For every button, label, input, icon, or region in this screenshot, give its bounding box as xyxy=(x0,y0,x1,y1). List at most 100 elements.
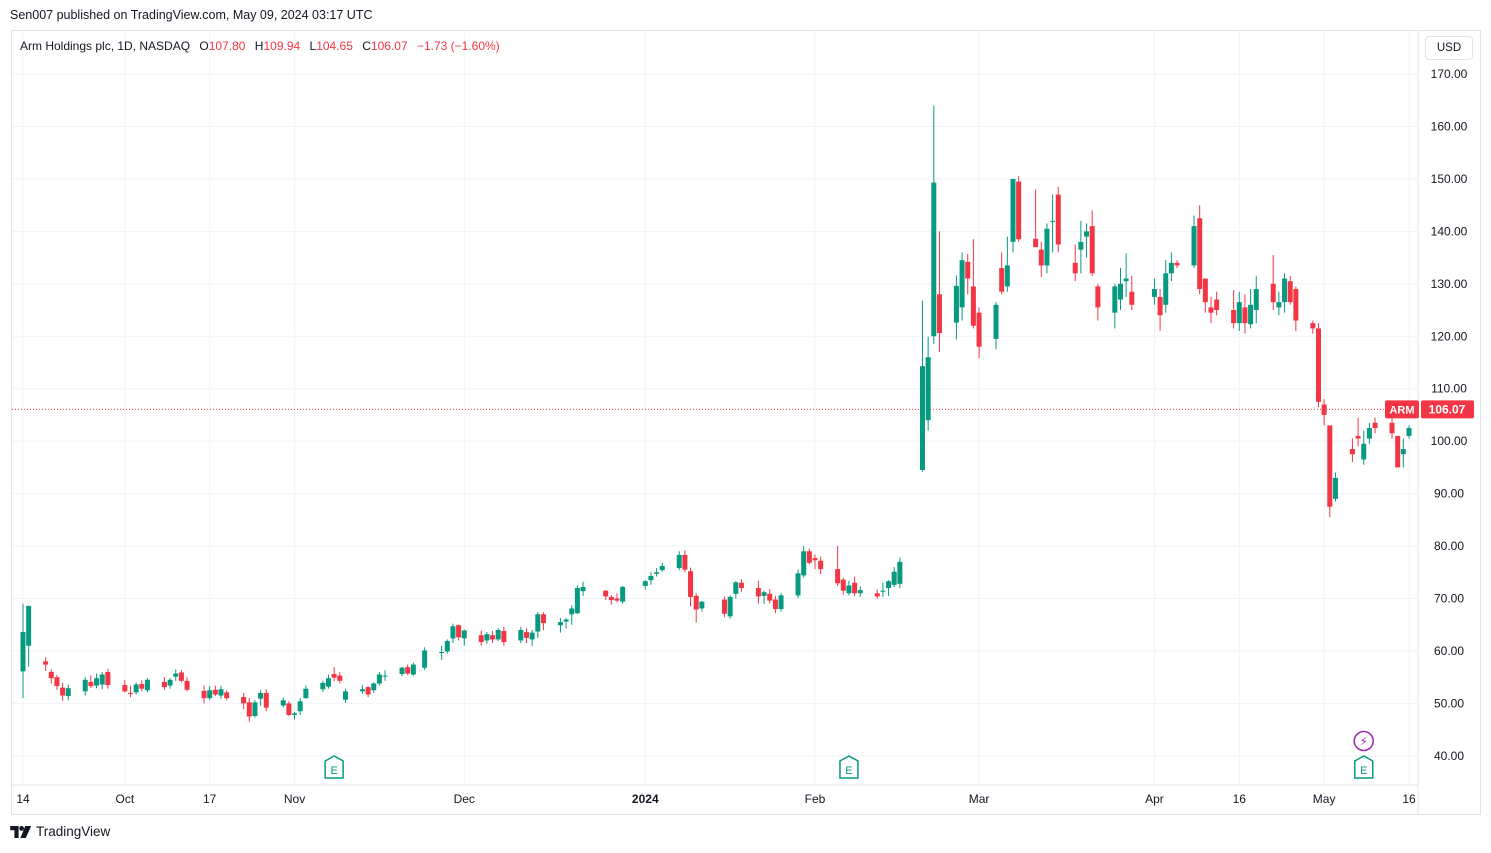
candle-body xyxy=(212,689,218,695)
candle xyxy=(337,671,343,684)
candle xyxy=(1016,176,1022,242)
candle-body xyxy=(1287,281,1293,303)
candle xyxy=(1078,220,1084,274)
y-tick-label: 50.00 xyxy=(1434,696,1464,710)
legend-symbol[interactable]: Arm Holdings plc, 1D, NASDAQ xyxy=(20,39,191,53)
candle-body xyxy=(20,632,26,672)
candle xyxy=(325,674,331,689)
candle xyxy=(523,628,529,644)
tradingview-logo[interactable]: TradingView xyxy=(10,824,110,839)
candle-body xyxy=(1276,302,1282,308)
candle-body xyxy=(325,678,331,687)
candle-body xyxy=(371,683,377,691)
candle-body xyxy=(252,702,258,716)
candle-body xyxy=(563,619,569,622)
candle xyxy=(241,692,247,710)
candle xyxy=(1163,260,1169,313)
x-tick-label: 14 xyxy=(16,792,30,806)
candle xyxy=(461,629,467,646)
candle-body xyxy=(280,700,286,706)
candle xyxy=(648,572,654,585)
candle-body xyxy=(806,551,812,563)
candle-body xyxy=(173,673,179,677)
candle-body xyxy=(1282,278,1288,303)
legend-change: −1.73 (−1.60%) xyxy=(416,39,500,53)
candle xyxy=(263,689,269,712)
candle-body xyxy=(1016,181,1022,240)
candle-body xyxy=(359,689,365,692)
grid xyxy=(11,31,1419,814)
candle-body xyxy=(1191,226,1197,266)
candle-body xyxy=(94,678,100,686)
candle-body xyxy=(1174,262,1180,266)
y-tick-label: 60.00 xyxy=(1434,644,1464,658)
candle-body xyxy=(60,687,66,696)
candle-body xyxy=(835,569,841,584)
candle-body xyxy=(959,260,965,308)
candle-body xyxy=(699,601,705,609)
candle xyxy=(94,673,100,689)
legend-low-value: 104.65 xyxy=(316,39,353,53)
candle-body xyxy=(999,268,1005,292)
legend-low-label: L xyxy=(309,39,317,53)
candle xyxy=(342,688,348,703)
y-tick-label: 110.00 xyxy=(1431,382,1467,396)
earnings-badge xyxy=(324,755,344,779)
candle xyxy=(207,686,213,701)
candle-body xyxy=(1163,273,1169,305)
candle-body xyxy=(263,692,269,708)
lightning-marker: ⚡ xyxy=(1353,730,1374,752)
candle xyxy=(167,678,173,689)
x-tick-label: 17 xyxy=(203,792,217,806)
candle xyxy=(1050,194,1056,253)
candle xyxy=(1287,275,1293,305)
candle-body xyxy=(501,631,507,643)
candle-body xyxy=(1089,226,1095,274)
candle-body xyxy=(1293,289,1299,321)
earnings-marker: E xyxy=(1353,755,1374,779)
candle xyxy=(818,556,824,575)
candle xyxy=(620,585,626,604)
x-tick-label: Apr xyxy=(1145,792,1164,806)
candle-body xyxy=(1010,178,1016,242)
candle-body xyxy=(535,614,541,632)
candle-body xyxy=(886,581,892,589)
candle xyxy=(1089,210,1095,276)
candle xyxy=(82,677,88,696)
candle-body xyxy=(461,630,467,639)
candle xyxy=(738,579,744,592)
legend-open-value: 107.80 xyxy=(208,39,246,53)
candle xyxy=(1168,252,1174,282)
candle xyxy=(1276,291,1282,316)
candle-body xyxy=(1236,302,1242,324)
candles xyxy=(20,105,1412,722)
candle-body xyxy=(642,581,648,586)
candle xyxy=(144,678,150,693)
candle-body xyxy=(818,560,824,570)
candle xyxy=(1072,244,1078,282)
candle xyxy=(224,690,230,701)
candle-body xyxy=(891,571,897,585)
candle xyxy=(1321,399,1327,426)
candle xyxy=(1044,223,1050,274)
candle xyxy=(286,701,292,716)
candle xyxy=(201,685,207,704)
candle-body xyxy=(1123,278,1129,282)
candle-body xyxy=(1349,449,1355,455)
candle-body xyxy=(1315,328,1321,402)
candle-body xyxy=(733,582,739,594)
legend-high-label: H xyxy=(254,39,264,53)
currency-button[interactable]: USD xyxy=(1425,36,1473,60)
candle xyxy=(1248,289,1254,329)
candle xyxy=(178,669,184,683)
candle-body xyxy=(495,629,501,640)
candle xyxy=(1038,241,1044,277)
candle-body xyxy=(43,661,49,665)
candle xyxy=(1004,236,1010,292)
candle-body xyxy=(1231,310,1237,324)
candle xyxy=(1389,414,1395,439)
candle-body xyxy=(1038,249,1044,266)
candle-body xyxy=(620,586,626,602)
candle xyxy=(846,580,852,596)
